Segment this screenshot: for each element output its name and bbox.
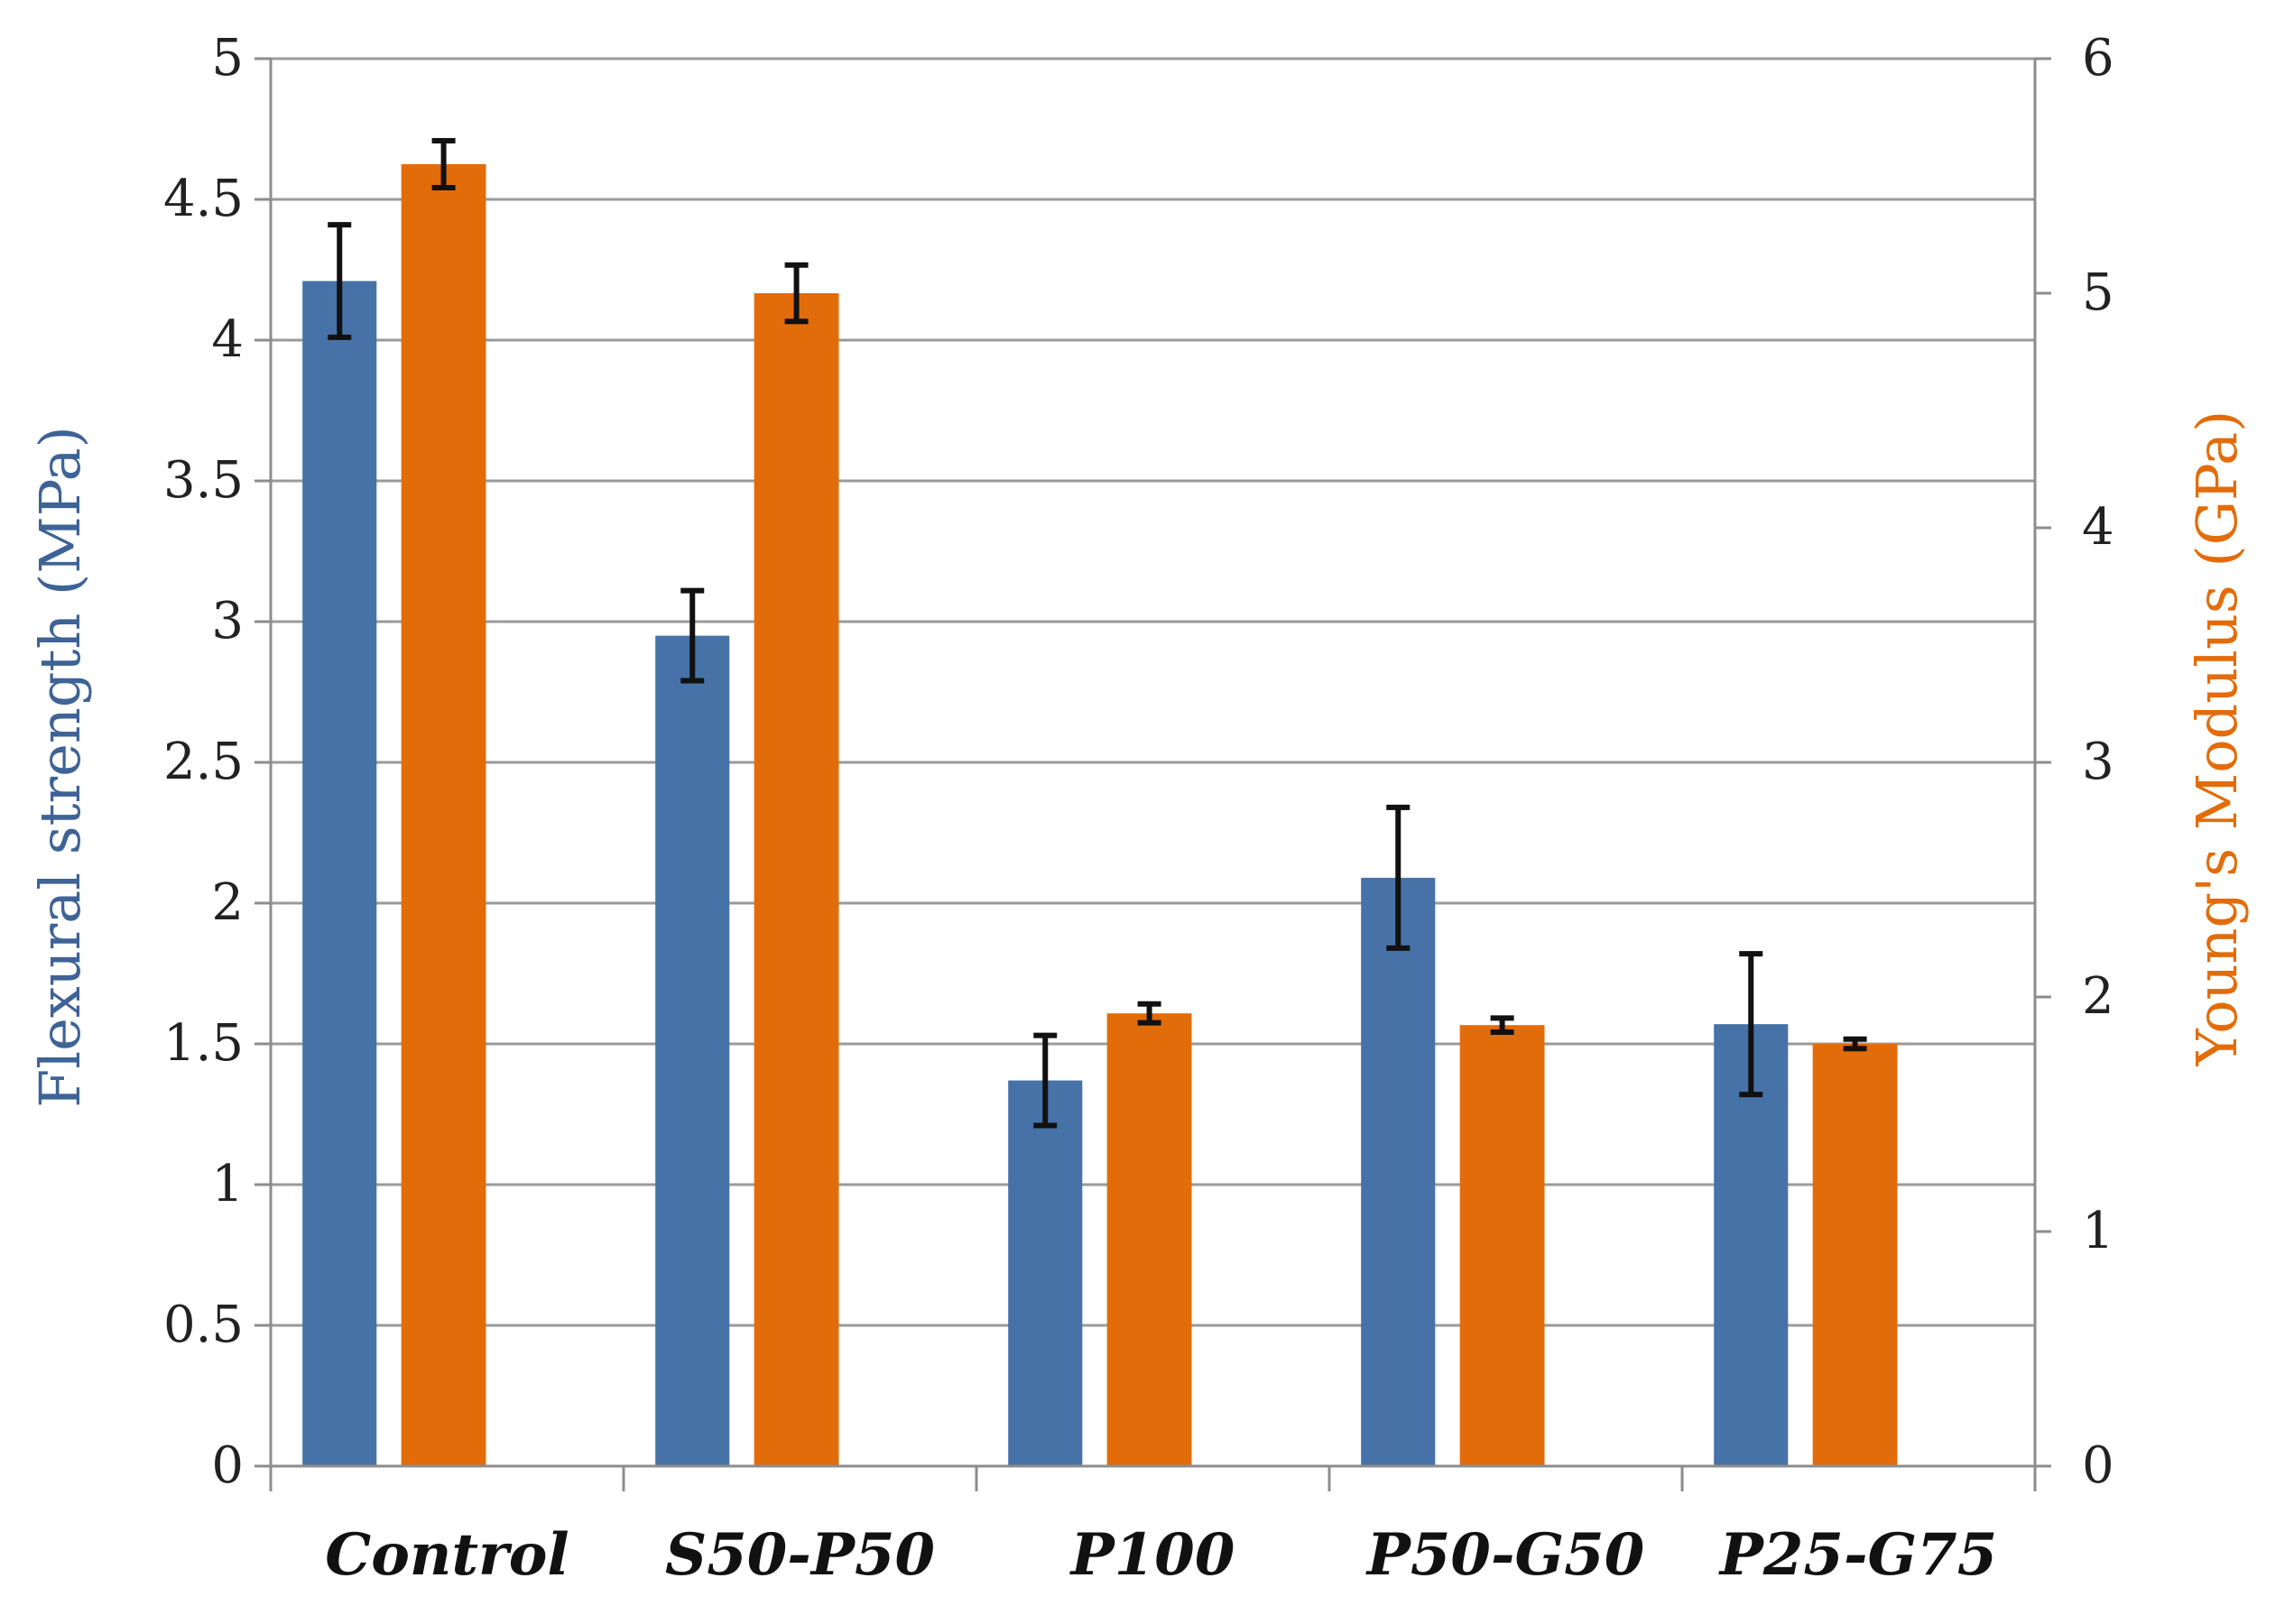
category-label: P25-G75	[1718, 1521, 1997, 1589]
left-tick-label: 0.5	[163, 1296, 244, 1354]
youngs-modulus-bar	[1812, 1044, 1898, 1466]
youngs-modulus-bar	[1459, 1025, 1545, 1466]
axes	[254, 57, 2051, 1491]
right-tick-label: 1	[2082, 1202, 2114, 1260]
flexural-strength-bar	[655, 635, 730, 1466]
flexural-strength-bar	[1361, 877, 1436, 1466]
left-tick-label: 2	[211, 873, 244, 932]
left-tick-label: 0	[211, 1436, 244, 1495]
gridlines	[271, 57, 2035, 1327]
youngs-modulus-bar	[1106, 1013, 1192, 1466]
left-tick-label: 2.5	[163, 733, 244, 791]
right-axis-tick-labels: 0 1 2 3 4 5 6	[2082, 29, 2114, 1495]
left-tick-label: 5	[211, 29, 244, 88]
left-tick-label: 1.5	[163, 1014, 244, 1073]
youngs-modulus-bar	[401, 164, 486, 1466]
right-tick-label: 4	[2082, 498, 2114, 557]
right-tick-label: 3	[2082, 733, 2114, 791]
left-tick-label: 3	[211, 592, 244, 651]
category-label: Control	[325, 1521, 569, 1589]
youngs-modulus-bar	[754, 293, 839, 1466]
bars	[302, 164, 1898, 1467]
right-tick-label: 5	[2082, 263, 2114, 322]
left-tick-label: 1	[211, 1155, 244, 1213]
left-axis-tick-labels: 0 0.5 1 1.5 2 2.5 3 3.5 4 4.5 5	[163, 29, 244, 1495]
right-tick-label: 0	[2082, 1436, 2114, 1495]
category-label: P50-G50	[1365, 1521, 1644, 1589]
flexural-strength-bar	[1008, 1080, 1083, 1466]
left-tick-label: 3.5	[163, 451, 244, 510]
category-labels: Control S50-P50 P100 P50-G50 P25-G75	[325, 1521, 1997, 1589]
right-tick-label: 6	[2082, 29, 2114, 88]
left-tick-label: 4	[211, 310, 244, 369]
flexural-strength-bar	[302, 281, 377, 1467]
error-bars	[328, 138, 1867, 1129]
category-label: P100	[1069, 1521, 1235, 1589]
flexural-strength-bar	[1714, 1024, 1789, 1466]
left-axis-title: Flexural strength (MPa)	[27, 426, 93, 1108]
category-label: S50-P50	[665, 1521, 935, 1589]
right-tick-label: 2	[2082, 967, 2114, 1026]
left-tick-label: 4.5	[163, 170, 244, 228]
right-axis-title: Young's Modulus (GPa)	[2184, 411, 2250, 1067]
